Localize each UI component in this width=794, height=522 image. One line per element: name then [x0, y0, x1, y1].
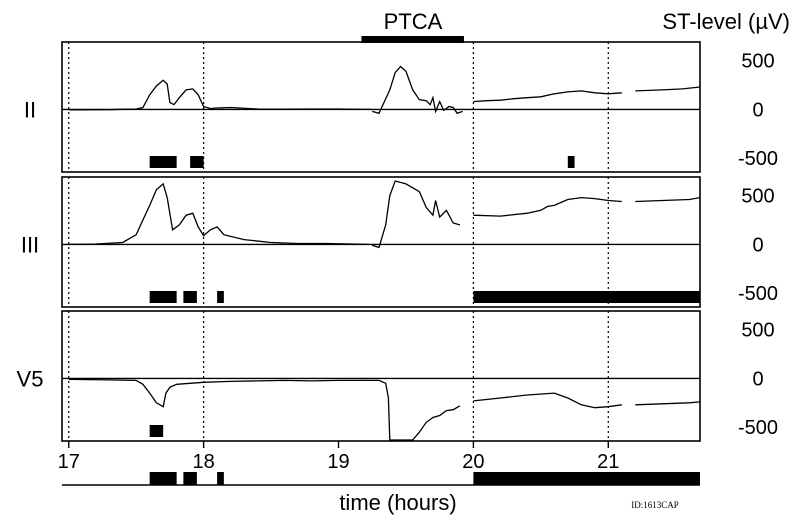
x-axis-title: time (hours) [339, 490, 456, 515]
st-trace-II-3 [635, 86, 701, 92]
bottom-event-bar-0 [149, 472, 177, 485]
st-trace-V5-2 [473, 392, 622, 409]
st-trace-III-1 [372, 180, 461, 249]
x-tick-18: 18 [193, 451, 215, 473]
y-tick-V5--500: -500 [738, 417, 778, 439]
bottom-event-bar-2 [217, 472, 224, 485]
st-trace-III-0 [68, 182, 369, 246]
y-tick-III--500: -500 [738, 283, 778, 305]
st-trace-III-3 [635, 196, 701, 203]
event-bar-III-1 [183, 291, 197, 303]
event-bar-II-0 [149, 156, 177, 168]
st-trace-V5-1 [361, 379, 461, 441]
y-tick-II-500: 500 [741, 51, 774, 73]
event-bar-II-1 [190, 156, 204, 168]
y-tick-II--500: -500 [738, 148, 778, 170]
y-tick-V5-0: 0 [752, 368, 763, 390]
lead-label-V5: V5 [17, 366, 44, 391]
lead-label-II: II [24, 97, 36, 122]
panel-frame-III [61, 176, 701, 308]
image-id-note: ID:1613CAP [631, 500, 679, 510]
x-tick-17: 17 [58, 451, 80, 473]
st-trace-III-2 [473, 196, 622, 217]
y-tick-III-500: 500 [741, 186, 774, 208]
y-axis-title: ST-level (µV) [662, 9, 790, 34]
st-trace-II-2 [473, 90, 622, 103]
y-tick-II-0: 0 [752, 99, 763, 121]
lead-label-III: III [21, 232, 39, 257]
event-bar-III-2 [217, 291, 224, 303]
panel-frame-V5 [61, 310, 701, 442]
panel-frame-II [61, 41, 701, 173]
st-trace-V5-3 [635, 401, 701, 406]
bottom-event-bar-3 [473, 472, 700, 485]
y-tick-III-0: 0 [752, 234, 763, 256]
event-bar-V5-0 [149, 425, 164, 437]
event-bar-III-0 [149, 291, 177, 303]
st-trace-II-1 [372, 65, 463, 115]
event-bar-II-2 [567, 156, 575, 168]
event-bar-III-3 [473, 291, 700, 303]
x-tick-21: 21 [597, 451, 619, 473]
ptca-label: PTCA [384, 9, 443, 34]
y-tick-V5-500: 500 [741, 320, 774, 342]
st-trace-V5-0 [68, 378, 362, 408]
st-trace-II-0 [68, 79, 373, 111]
x-tick-20: 20 [462, 451, 484, 473]
x-tick-19: 19 [327, 451, 349, 473]
bottom-event-bar-1 [183, 472, 197, 485]
ptca-bar [361, 36, 464, 43]
